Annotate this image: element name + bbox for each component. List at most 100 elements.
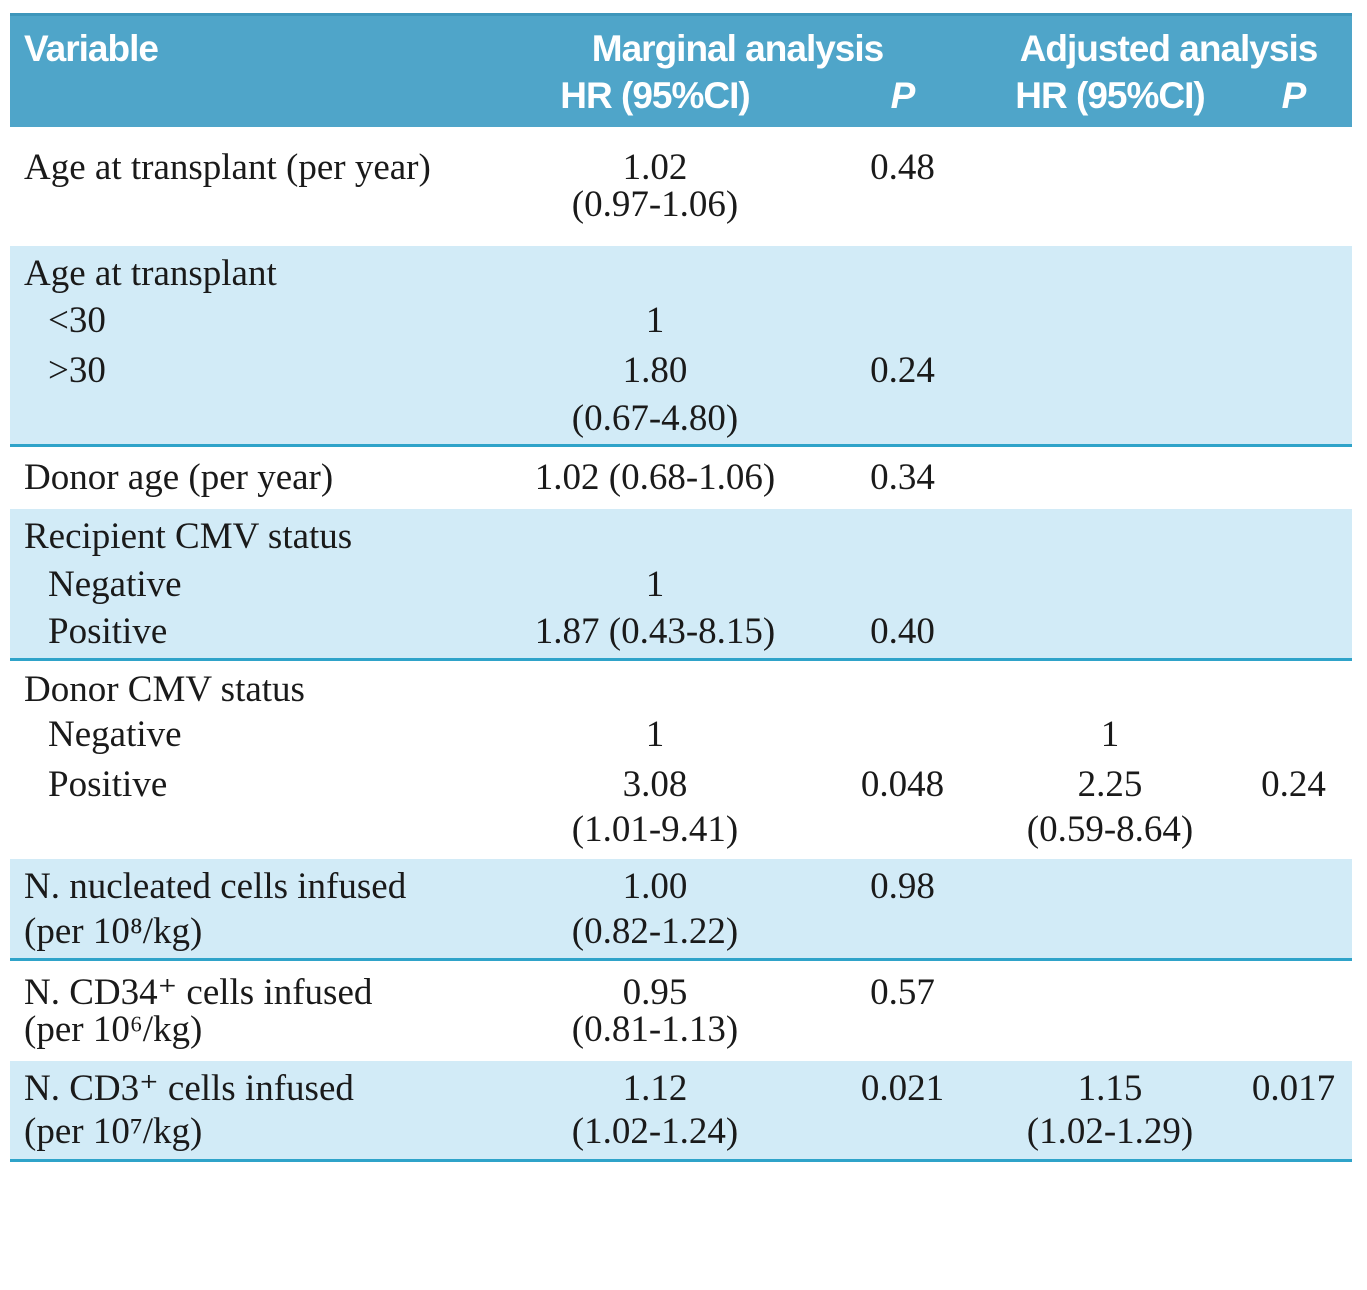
- cell-marginal-p: 0.24: [870, 350, 935, 391]
- cell-adjusted-p: [1235, 1111, 1352, 1161]
- cell-marginal-p: [820, 809, 985, 859]
- cell-adjusted-p: [1235, 346, 1352, 396]
- cell-variable: N. CD3⁺ cells infused: [24, 1067, 354, 1109]
- cell-marginal-hr: 1.12: [622, 1067, 688, 1109]
- table-section: Age at transplant <30 1 >30 1.80 0.24 (0.67-4.…: [10, 245, 1353, 446]
- cell-marginal-hr: 1: [645, 713, 665, 755]
- cell-variable: Negative: [48, 713, 182, 755]
- table-row: (1.01-9.41) (0.59-8.64): [10, 809, 1352, 859]
- table-row: Positive 1.87 (0.43-8.15) 0.40: [10, 609, 1352, 659]
- cell-variable: >30: [48, 350, 106, 391]
- cell-marginal-p: [820, 396, 985, 446]
- cell-marginal-hr: (0.97-1.06): [571, 183, 739, 225]
- cell-adjusted-hr: [985, 909, 1235, 959]
- cell-marginal-p: [820, 186, 985, 246]
- cell-marginal-hr: (0.67-4.80): [571, 398, 739, 440]
- cell-adjusted-hr: [985, 609, 1235, 659]
- cell-variable: Recipient CMV status: [24, 515, 353, 557]
- cell-marginal-hr: 0.95: [622, 971, 688, 1013]
- cell-marginal-p: [820, 246, 985, 296]
- cell-marginal-hr: [490, 246, 820, 296]
- cell-marginal-hr: 1: [645, 300, 665, 341]
- table-row: Negative 1: [10, 559, 1352, 609]
- table-row: (per 10⁶/kg) (0.81-1.13): [10, 1011, 1352, 1061]
- cell-marginal-hr: (0.81-1.13): [571, 1009, 739, 1050]
- cell-marginal-hr: (1.01-9.41): [571, 808, 739, 850]
- cell-marginal-p: 0.98: [870, 865, 935, 907]
- cell-variable: N. CD34⁺ cells infused: [24, 971, 373, 1013]
- column-header-marginal-hr: HR (95%CI): [490, 70, 820, 127]
- cell-variable: Donor age (per year): [24, 457, 334, 498]
- cell-adjusted-p: [1235, 127, 1352, 186]
- table-row: Donor age (per year) 1.02 (0.68-1.06) 0.34: [10, 446, 1352, 510]
- cell-variable: [10, 186, 490, 246]
- cell-adjusted-hr: [985, 296, 1235, 346]
- cell-adjusted-hr: [985, 127, 1235, 186]
- cell-marginal-p: [820, 509, 985, 559]
- cell-adjusted-p: [1235, 609, 1352, 659]
- header-row-groups: Variable Marginal analysis Adjusted anal…: [10, 13, 1353, 127]
- table-section: Donor CMV status Negative 1 1 Positive 3.08 0.…: [10, 659, 1353, 859]
- table-row: Donor CMV status: [10, 659, 1352, 709]
- cell-variable: <30: [48, 300, 106, 341]
- cell-adjusted-hr: (1.02-1.29): [1026, 1110, 1194, 1152]
- cell-variable: N. nucleated cells infused: [24, 865, 407, 907]
- column-group-marginal-analysis: Marginal analysis: [490, 13, 985, 71]
- table-row: (0.97-1.06): [10, 186, 1352, 246]
- table-header: Variable Marginal analysis Adjusted anal…: [10, 13, 1353, 127]
- cell-variable: (per 10⁶/kg): [24, 1009, 203, 1050]
- cell-adjusted-hr: 2.25: [1077, 763, 1143, 805]
- cell-marginal-p: [820, 659, 985, 709]
- table-row: N. CD3⁺ cells infused 1.12 0.021 1.15 0.017: [10, 1061, 1352, 1111]
- cell-marginal-p: [820, 559, 985, 609]
- cell-adjusted-p: [1235, 859, 1352, 909]
- table-row: (per 10⁸/kg) (0.82-1.22): [10, 909, 1352, 959]
- cell-marginal-hr: 1.87 (0.43-8.15): [534, 611, 776, 653]
- cell-marginal-p: 0.34: [870, 457, 935, 498]
- cell-variable: Positive: [48, 763, 168, 805]
- column-header-adjusted-p: P: [1235, 70, 1353, 127]
- cell-adjusted-p: [1235, 559, 1352, 609]
- cell-adjusted-p: [1235, 509, 1352, 559]
- cell-variable: Age at transplant (per year): [24, 146, 431, 188]
- table-section: Recipient CMV status Negative 1 Positive 1.8…: [10, 509, 1353, 659]
- cell-marginal-hr: 1: [645, 563, 665, 605]
- cell-adjusted-p: [1235, 959, 1352, 1011]
- table-section: N. nucleated cells infused 1.00 0.98 (per 1…: [10, 859, 1353, 959]
- cell-adjusted-p: [1235, 809, 1352, 859]
- cell-marginal-p: [820, 1111, 985, 1161]
- cell-adjusted-hr: [985, 859, 1235, 909]
- cell-adjusted-hr: [985, 246, 1235, 296]
- cell-marginal-hr: [490, 509, 820, 559]
- column-group-adjusted-analysis: Adjusted analysis: [985, 13, 1353, 71]
- cell-adjusted-hr: [985, 559, 1235, 609]
- cell-variable: (per 10⁸/kg): [24, 911, 203, 953]
- cell-marginal-hr: 1.00: [622, 865, 688, 907]
- cell-marginal-hr: [490, 659, 820, 709]
- cell-marginal-p: 0.48: [870, 146, 935, 188]
- cell-adjusted-hr: [985, 446, 1235, 510]
- hazard-ratio-table: Variable Marginal analysis Adjusted anal…: [10, 13, 1353, 1162]
- cell-variable: (per 10⁷/kg): [24, 1110, 203, 1152]
- cell-variable: Donor CMV status: [24, 669, 305, 711]
- table-row: Positive 3.08 0.048 2.25 0.24: [10, 759, 1352, 809]
- cell-adjusted-p: [1235, 246, 1352, 296]
- table-row: Recipient CMV status: [10, 509, 1352, 559]
- column-header-marginal-p: P: [820, 70, 985, 127]
- cell-adjusted-hr: [985, 346, 1235, 396]
- cell-adjusted-p: [1235, 659, 1352, 709]
- header-row-subcolumns: HR (95%CI) P HR (95%CI) P: [10, 70, 1353, 127]
- cell-adjusted-hr: (0.59-8.64): [1026, 808, 1194, 850]
- table-row: Age at transplant (per year) 1.02 0.48: [10, 127, 1352, 186]
- cell-adjusted-hr: [985, 509, 1235, 559]
- cell-adjusted-p: [1235, 446, 1352, 510]
- cell-marginal-hr: 3.08: [622, 763, 688, 805]
- cell-marginal-hr: 1.02 (0.68-1.06): [534, 457, 776, 498]
- cell-adjusted-p: [1235, 396, 1352, 446]
- table-section: Donor age (per year) 1.02 (0.68-1.06) 0.34: [10, 445, 1353, 510]
- table-section: Age at transplant (per year) 1.02 0.48 (0.9…: [10, 126, 1353, 246]
- cell-adjusted-p: [1235, 186, 1352, 246]
- cell-marginal-p: 0.57: [870, 971, 935, 1013]
- cell-variable: Age at transplant: [24, 252, 277, 294]
